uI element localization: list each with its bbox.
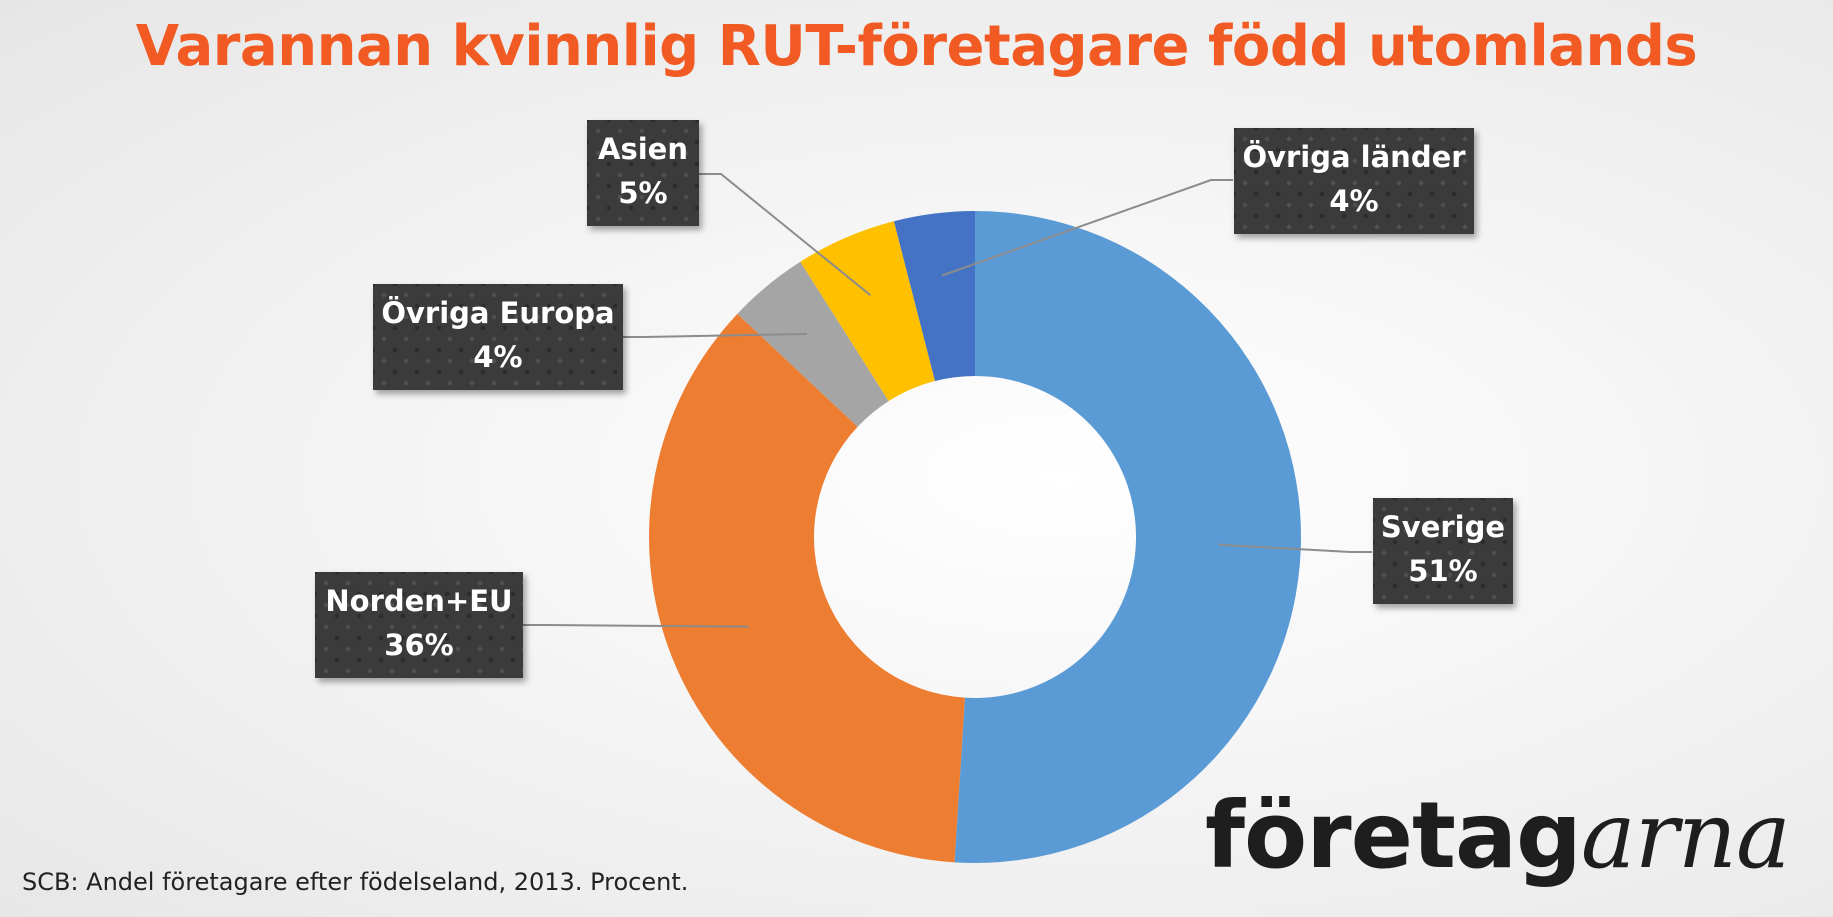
logo-part-2: arna xyxy=(1580,782,1791,889)
label-ovriga-europa: Övriga Europa 4% xyxy=(373,284,623,390)
label-sverige-value: 51% xyxy=(1408,554,1478,588)
label-sverige: Sverige 51% xyxy=(1373,498,1513,604)
slice-ovriga-europa xyxy=(737,261,889,427)
chart-title: Varannan kvinnlig RUT-företagare född ut… xyxy=(135,14,1698,79)
label-ovriga-europa-name: Övriga Europa xyxy=(381,296,615,330)
leader-sverige xyxy=(1218,543,1372,553)
foretagarna-logo: företagarna xyxy=(1205,790,1791,882)
label-asien: Asien 5% xyxy=(587,120,699,226)
logo-part-1: företag xyxy=(1205,782,1582,889)
label-sverige-name: Sverige xyxy=(1380,510,1506,544)
slice-norden-eu xyxy=(649,313,965,863)
slice-sverige xyxy=(954,211,1302,863)
label-norden-eu: Norden+EU 36% xyxy=(315,572,523,678)
label-norden-eu-name: Norden+EU xyxy=(325,584,513,618)
label-asien-value: 5% xyxy=(618,176,668,210)
label-ovriga-lander-value: 4% xyxy=(1329,184,1379,218)
leader-ovriga-lander xyxy=(941,179,1233,277)
label-ovriga-lander: Övriga länder 4% xyxy=(1234,128,1474,234)
label-asien-name: Asien xyxy=(598,132,688,166)
label-ovriga-europa-value: 4% xyxy=(473,340,523,374)
label-norden-eu-value: 36% xyxy=(384,628,454,662)
leader-norden-eu xyxy=(522,624,749,628)
leader-asien xyxy=(699,173,871,296)
slice-ovriga-lander xyxy=(893,211,975,382)
leader-ovriga-europa xyxy=(622,332,808,338)
label-ovriga-lander-name: Övriga länder xyxy=(1242,140,1466,174)
source-note: SCB: Andel företagare efter födelseland,… xyxy=(22,868,689,896)
